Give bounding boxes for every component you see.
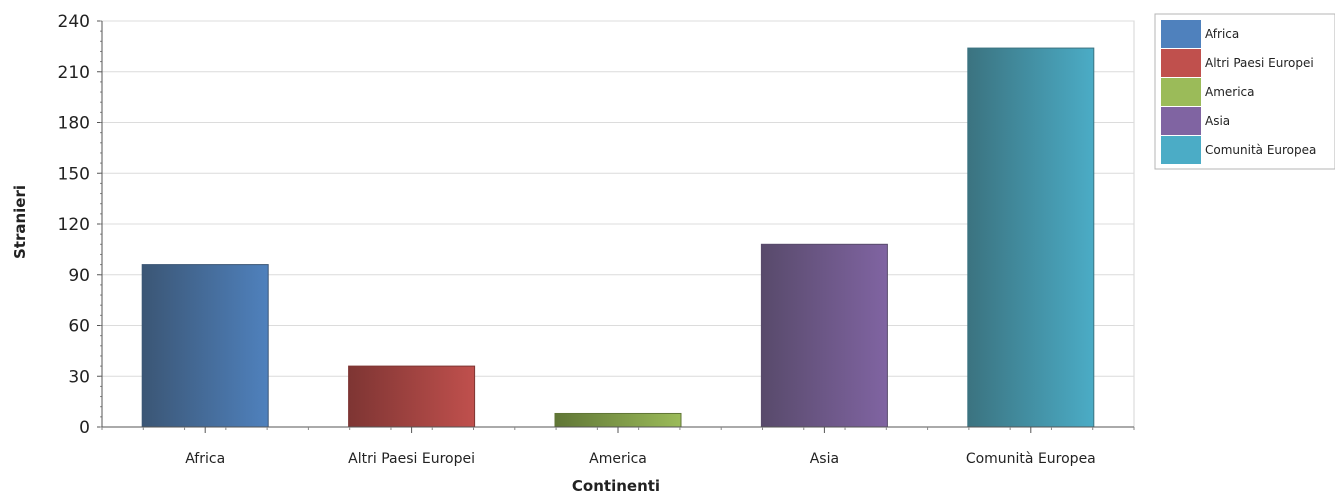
- legend-swatch: [1161, 107, 1201, 135]
- y-tick-label: 90: [68, 266, 90, 286]
- legend-label: America: [1205, 85, 1255, 99]
- bar-comunit-europea: [967, 47, 1095, 428]
- legend-label: Comunità Europea: [1205, 143, 1316, 157]
- y-tick-label: 0: [79, 418, 90, 438]
- bar-altri-paesi-europei: [348, 365, 476, 428]
- y-tick-label: 240: [58, 12, 90, 32]
- y-tick-label: 150: [58, 164, 90, 184]
- legend-label: Africa: [1205, 27, 1239, 41]
- x-tick-label: Asia: [810, 451, 839, 467]
- legend-label: Asia: [1205, 114, 1230, 128]
- bar-america: [554, 412, 682, 428]
- y-tick-label: 60: [68, 317, 90, 337]
- y-tick-label: 30: [68, 367, 90, 387]
- y-tick-label: 210: [58, 63, 90, 83]
- bars: [141, 47, 1095, 428]
- x-tick-label: Altri Paesi Europei: [348, 451, 475, 467]
- x-axis-title: Continenti: [572, 477, 660, 495]
- legend: Africa Altri Paesi Europei America Asia Comu…: [1154, 13, 1335, 170]
- axes: 0 30 60 90 120 150 180 210 240 Africa Altri Paesi …: [58, 12, 1135, 467]
- y-tick-label: 120: [58, 215, 90, 235]
- x-tick-label: Africa: [185, 451, 225, 467]
- bar-africa: [141, 264, 269, 428]
- bar-asia: [760, 243, 888, 428]
- legend-label: Altri Paesi Europei: [1205, 56, 1314, 70]
- y-axis-title: Stranieri: [11, 185, 29, 259]
- legend-swatch: [1161, 20, 1201, 48]
- x-tick-label: Comunità Europea: [966, 451, 1096, 467]
- legend-swatch: [1161, 136, 1201, 164]
- legend-swatch: [1161, 78, 1201, 106]
- legend-swatch: [1161, 49, 1201, 77]
- x-tick-label: America: [589, 451, 647, 467]
- y-tick-label: 180: [58, 114, 90, 134]
